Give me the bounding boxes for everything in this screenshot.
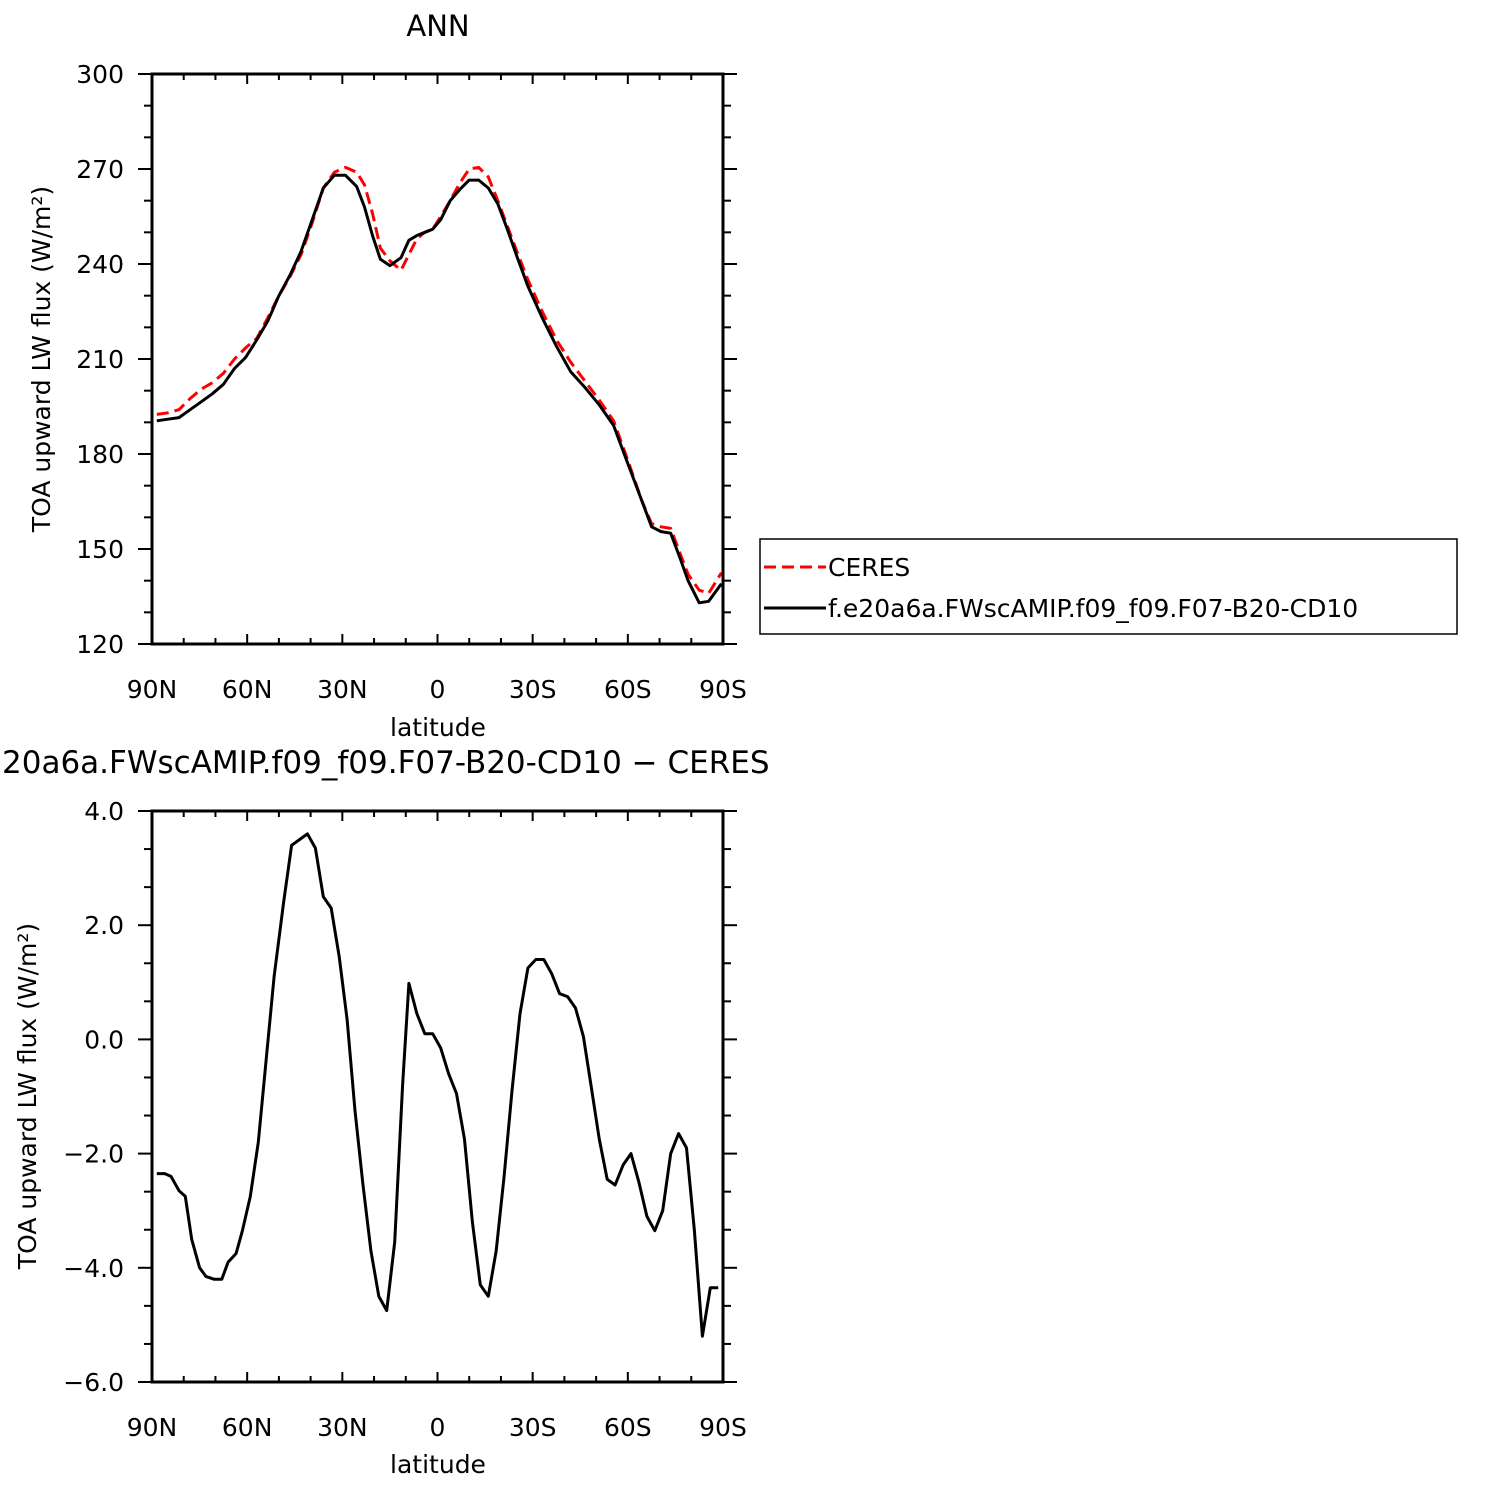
top-x-tick-label: 30N — [317, 675, 368, 704]
bottom-x-tick-label: 90S — [699, 1413, 747, 1442]
top-plot-frame — [150, 72, 725, 646]
top-x-tick-label: 0 — [430, 675, 446, 704]
top-y-tick-label: 180 — [76, 440, 124, 469]
bottom-x-tick-label: 30N — [317, 1413, 368, 1442]
top-chart-title: ANN — [406, 9, 469, 43]
bottom-x-tick-label: 0 — [430, 1413, 446, 1442]
bottom-x-tick-label: 60S — [604, 1413, 652, 1442]
legend-label-model: f.e20a6a.FWscAMIP.f09_f09.F07-B20-CD10 — [828, 594, 1358, 623]
bottom-series-line-1 — [156, 832, 719, 1338]
top-y-axis-label: TOA upward LW flux (W/m²) — [27, 186, 56, 533]
bottom-y-tick-label: 4.0 — [84, 797, 124, 826]
top-axis-ticks: 90N 60N 30N 0 30S 60S 90S 120 150 180 210 240 270 300 — [76, 60, 747, 704]
top-y-tick-label: 150 — [76, 535, 124, 564]
top-x-axis-label: latitude — [390, 713, 486, 742]
top-x-tick-label: 90N — [127, 675, 178, 704]
bottom-chart-title: 20a6a.FWscAMIP.f09_f09.F07-B20-CD10 − CE… — [2, 745, 770, 781]
top-plot-area — [156, 165, 723, 605]
bottom-y-tick-label: −2.0 — [63, 1140, 124, 1169]
top-y-tick-label: 210 — [76, 345, 124, 374]
top-series-line-1 — [156, 165, 723, 595]
bottom-y-tick-label: −4.0 — [63, 1254, 124, 1283]
top-x-tick-label: 60N — [222, 675, 273, 704]
bottom-panel: 20a6a.FWscAMIP.f09_f09.F07-B20-CD10 − CE… — [2, 745, 770, 1479]
bottom-y-tick-label: −6.0 — [63, 1368, 124, 1397]
top-x-tick-label: 30S — [509, 675, 557, 704]
top-y-tick-label: 240 — [76, 250, 124, 279]
top-panel: ANN 90N 60N 30N 0 30S 60S 90S 120 150 180 210 240 27… — [27, 9, 747, 742]
legend-label-ceres: CERES — [828, 553, 910, 582]
top-series-line-2 — [156, 173, 723, 605]
legend-box — [759, 538, 1458, 635]
top-x-tick-label: 60S — [604, 675, 652, 704]
bottom-y-axis-label: TOA upward LW flux (W/m²) — [13, 923, 42, 1270]
bottom-x-tick-label: 30S — [509, 1413, 557, 1442]
legend: CERES f.e20a6a.FWscAMIP.f09_f09.F07-B20-… — [759, 538, 1458, 635]
top-y-tick-label: 300 — [76, 60, 124, 89]
bottom-x-tick-label: 90N — [127, 1413, 178, 1442]
top-x-tick-label: 90S — [699, 675, 747, 704]
bottom-plot-area — [156, 832, 719, 1338]
bottom-x-axis-label: latitude — [390, 1450, 486, 1479]
bottom-plot-frame — [150, 809, 725, 1384]
top-y-tick-label: 270 — [76, 155, 124, 184]
top-y-tick-label: 120 — [76, 630, 124, 659]
bottom-axis-ticks: 90N 60N 30N 0 30S 60S 90S −6.0 −4.0 −2.0 0.0 2.0 4.0 — [63, 797, 747, 1442]
bottom-y-tick-label: 2.0 — [84, 911, 124, 940]
bottom-y-tick-label: 0.0 — [84, 1025, 124, 1054]
bottom-x-tick-label: 60N — [222, 1413, 273, 1442]
